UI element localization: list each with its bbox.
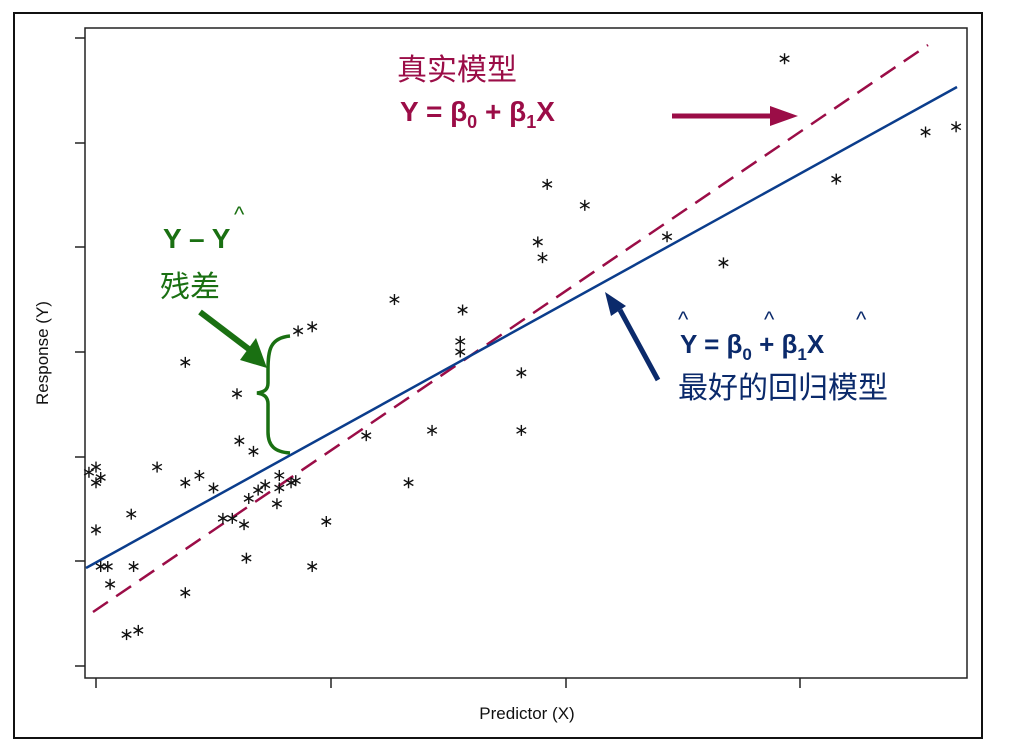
data-point (121, 629, 132, 641)
residual-arrow-icon (198, 309, 267, 368)
data-point (227, 512, 238, 524)
data-point (253, 484, 264, 496)
data-point (238, 519, 250, 531)
x-axis (95, 678, 801, 688)
data-point (243, 492, 254, 504)
data-point (180, 477, 191, 489)
data-point (83, 466, 95, 478)
data-point (180, 356, 191, 368)
fit-equation: Y = β0 + β1X (680, 329, 825, 364)
data-point (455, 346, 466, 358)
residual-equation: Y – Y (163, 223, 231, 254)
data-point (307, 561, 318, 573)
data-point (920, 126, 931, 138)
x-axis-label: Predictor (X) (479, 704, 574, 723)
data-point (321, 516, 332, 528)
data-point (292, 325, 304, 337)
data-point (104, 578, 116, 590)
residual-title: 残差 (160, 270, 220, 305)
data-point (90, 524, 102, 536)
data-point (307, 321, 318, 333)
data-point (241, 552, 252, 564)
data-point (403, 477, 414, 489)
data-point (90, 477, 102, 489)
data-point (361, 430, 372, 442)
data-point (516, 424, 527, 436)
data-point (151, 461, 163, 473)
residual-brace-icon (256, 334, 291, 455)
data-point (457, 304, 468, 316)
residual-hat: ^ (234, 202, 245, 227)
data-point (779, 53, 790, 65)
true-model-arrow-icon (672, 106, 798, 126)
data-point (194, 469, 205, 481)
data-point (950, 121, 962, 133)
data-point (248, 445, 259, 457)
data-point (831, 173, 842, 185)
data-point (537, 252, 548, 264)
fit-annotation: Y = β0 + β1X ^ ^ ^ 最好的回归模型 (678, 307, 888, 406)
data-point (661, 231, 673, 243)
data-points (83, 53, 962, 641)
residual-annotation: Y – Y ^ 残差 (160, 202, 245, 305)
data-point (102, 561, 113, 573)
data-point (389, 294, 400, 306)
data-point (274, 482, 285, 494)
y-axis (75, 37, 85, 667)
true-model-equation: Y = β0 + β1X (400, 96, 555, 132)
fit-hat-y: ^ (678, 307, 689, 332)
data-point (579, 199, 590, 211)
fit-hat-b0: ^ (764, 307, 775, 332)
data-point (426, 424, 438, 436)
data-point (260, 479, 271, 491)
data-point (208, 482, 219, 494)
fit-title: 最好的回归模型 (678, 371, 888, 406)
data-point (290, 475, 301, 487)
true-model-annotation: 真实模型 Y = β0 + β1X (397, 53, 555, 132)
figure-frame (13, 12, 983, 739)
fit-arrow-icon (605, 292, 661, 382)
data-point (542, 178, 553, 190)
data-point (516, 367, 527, 379)
true-model-title: 真实模型 (397, 53, 517, 88)
data-point (718, 257, 729, 269)
fit-hat-b1: ^ (856, 307, 867, 332)
data-point (532, 236, 543, 248)
data-point (133, 624, 144, 636)
data-point (90, 461, 102, 473)
data-point (95, 472, 106, 484)
data-point (217, 512, 229, 524)
plot-area (84, 27, 968, 679)
data-point (234, 435, 245, 447)
y-axis-label: Response (Y) (33, 301, 52, 405)
data-point (180, 587, 191, 599)
data-point (126, 508, 137, 520)
data-point (274, 469, 285, 481)
data-point (271, 498, 283, 510)
data-point (455, 335, 466, 347)
data-point (128, 561, 139, 573)
fitted-regression-line (85, 85, 958, 570)
data-point (231, 388, 243, 400)
